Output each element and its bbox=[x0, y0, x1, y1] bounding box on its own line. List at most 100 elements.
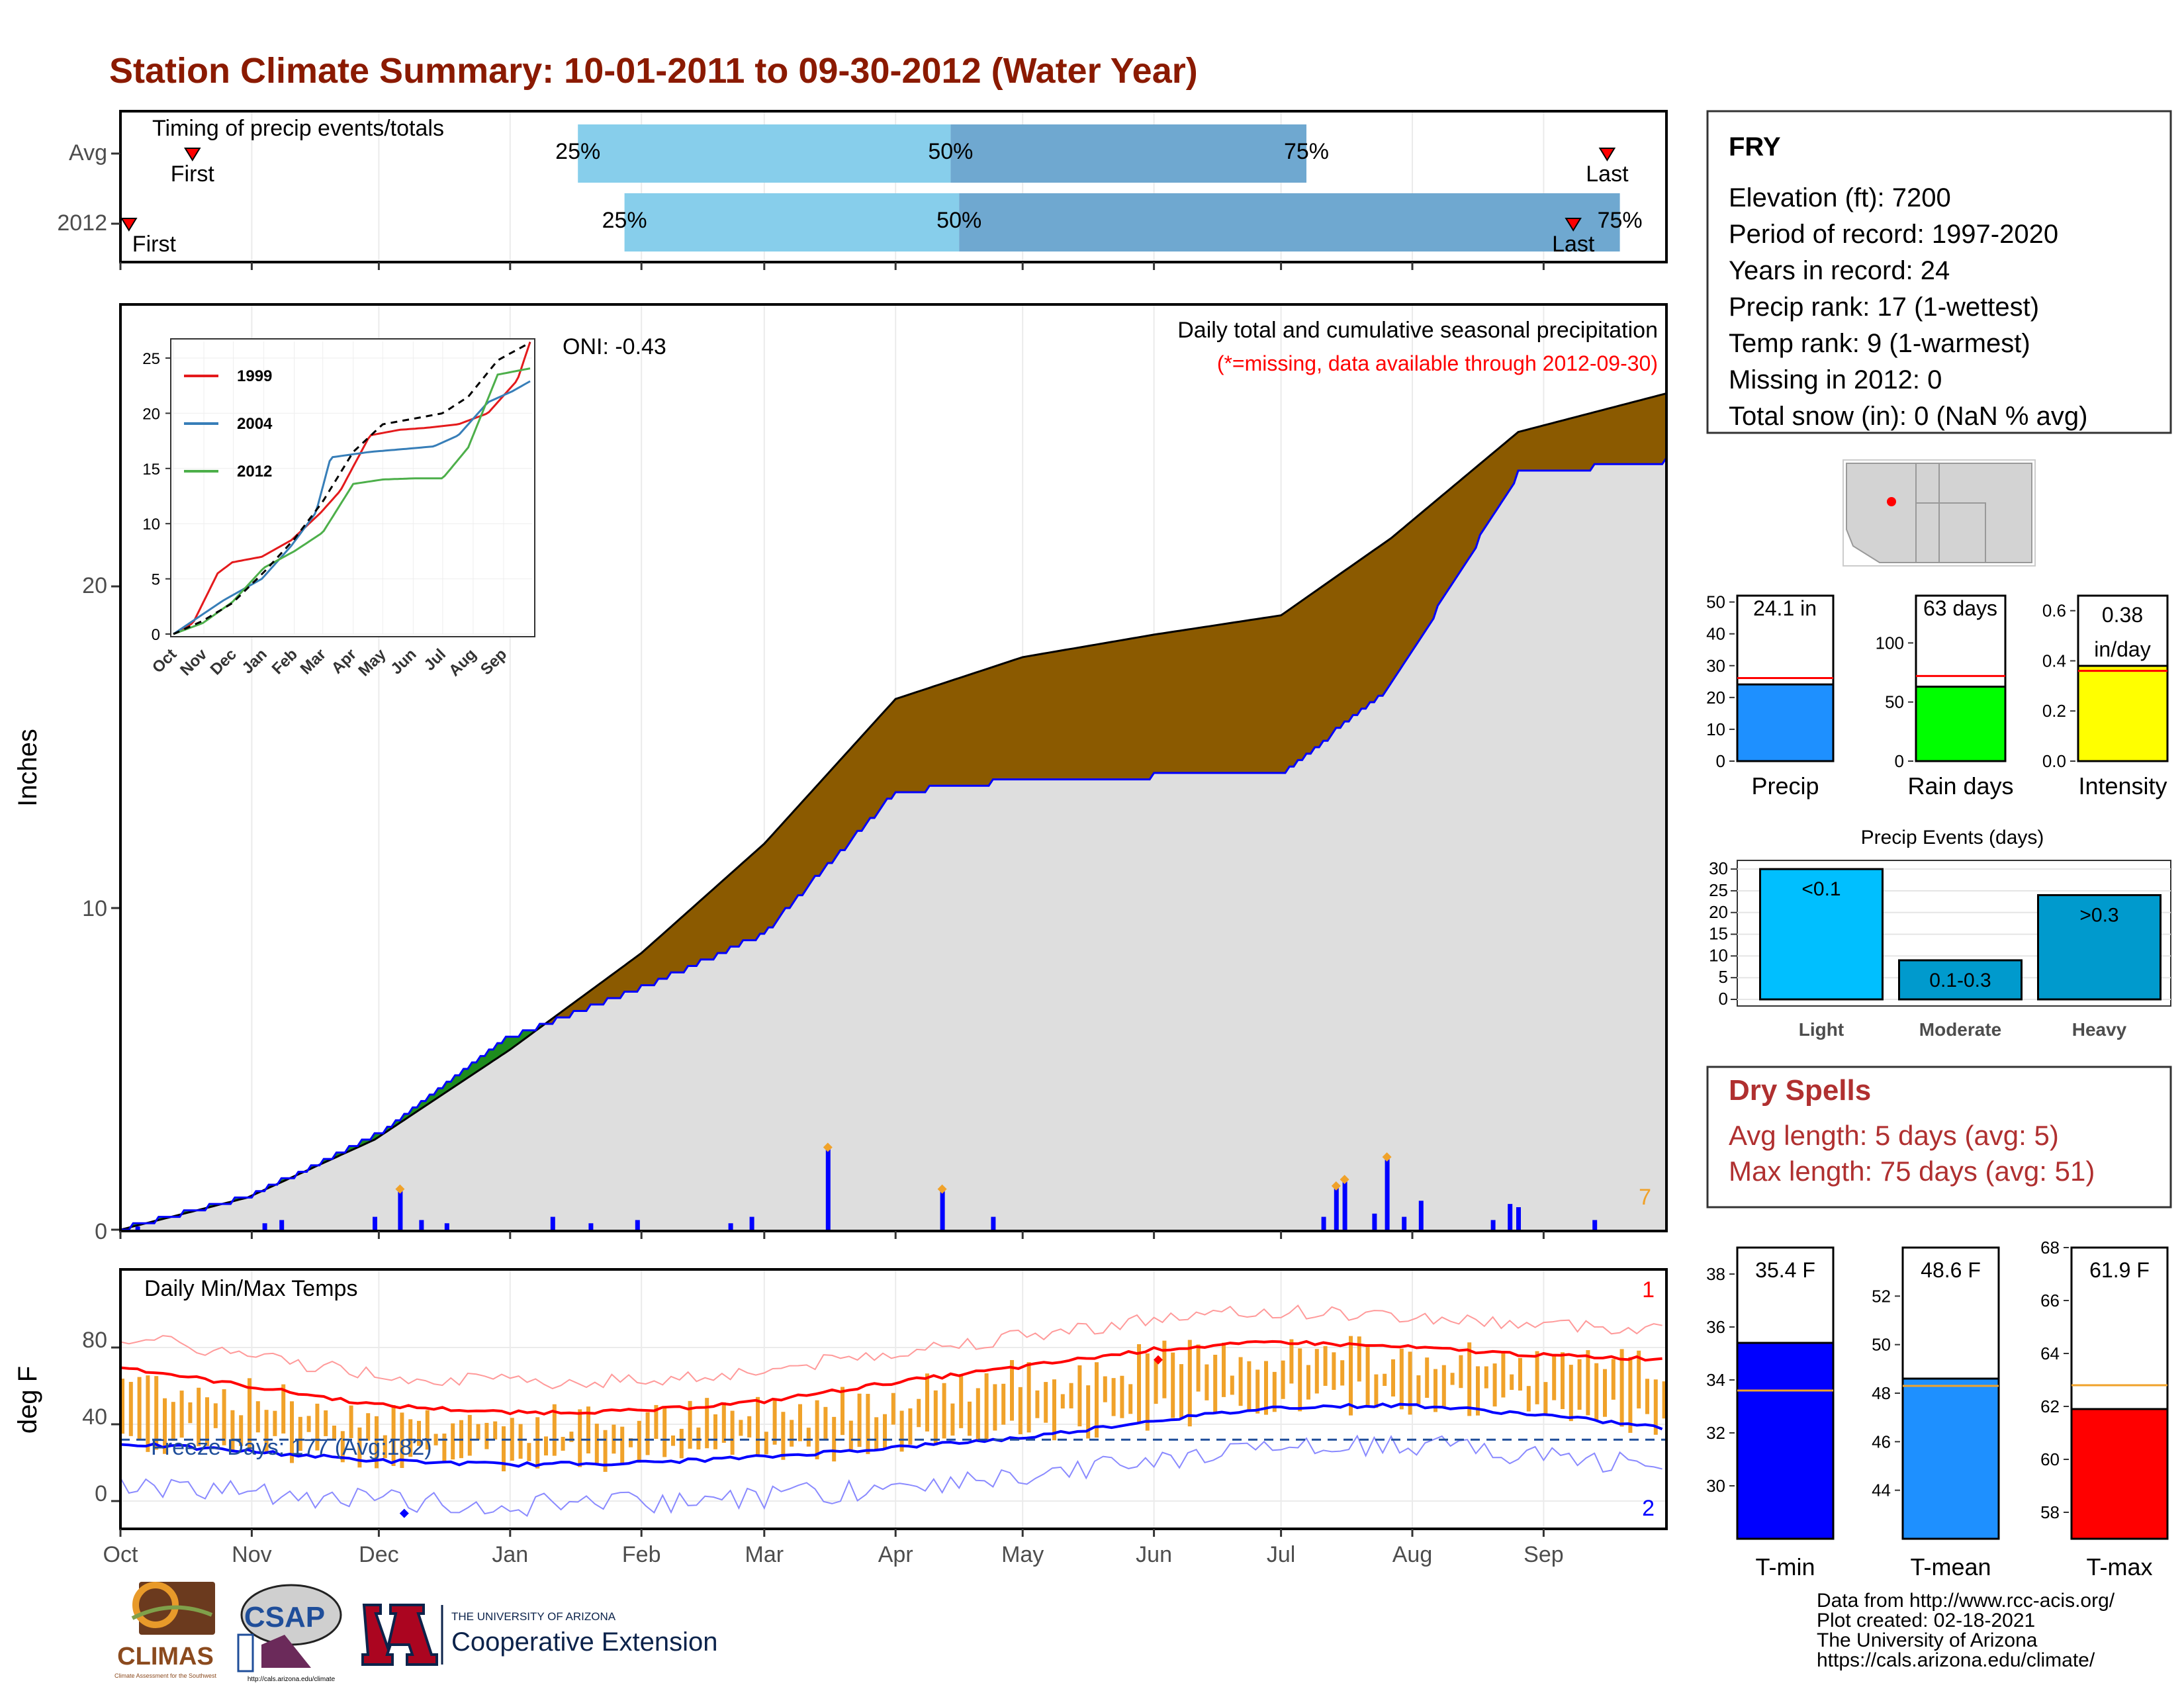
daily-temp-range-bar bbox=[163, 1398, 167, 1454]
cumulative-precip-line bbox=[120, 457, 1668, 1231]
daily-temp-range-bar bbox=[1281, 1360, 1285, 1399]
daily-precip-bar bbox=[1402, 1216, 1407, 1230]
daily-precip-bar bbox=[1508, 1204, 1513, 1230]
last-event-label: Last bbox=[1552, 232, 1595, 257]
daily-temp-range-bar bbox=[823, 1406, 828, 1440]
daily-temp-range-bar bbox=[1205, 1364, 1209, 1400]
station-line-missing: Missing in 2012: 0 bbox=[1729, 365, 1942, 394]
daily-temp-range-bar bbox=[1577, 1359, 1582, 1410]
record-high-marker bbox=[1154, 1355, 1163, 1365]
inset-series-line bbox=[173, 342, 531, 635]
daily-temp-range-bar bbox=[467, 1414, 472, 1456]
temp-bar-value-label: 35.4 F bbox=[1755, 1258, 1815, 1282]
timing-bar-q2 bbox=[959, 193, 1620, 251]
mini-bar-value bbox=[1736, 683, 1835, 762]
daily-temp-range-bar bbox=[1561, 1352, 1565, 1410]
mini-bar-value bbox=[2077, 664, 2169, 762]
mini-bar-ytick: 10 bbox=[1706, 719, 1725, 739]
dry-spells-max: Max length: 75 days (avg: 51) bbox=[1729, 1156, 2095, 1187]
temp-bar-ytick: 68 bbox=[2040, 1238, 2060, 1257]
temp-bar-label: T-min bbox=[1756, 1553, 1815, 1580]
footer-line-1: Data from http://www.rcc-acis.org/ bbox=[1817, 1590, 2115, 1612]
inset-ytick: 10 bbox=[142, 516, 160, 533]
daily-temp-range-bar bbox=[383, 1435, 387, 1459]
daily-temp-range-bar bbox=[993, 1384, 997, 1431]
daily-temp-range-bar bbox=[1060, 1394, 1065, 1409]
daily-temp-range-bar bbox=[959, 1374, 964, 1428]
daily-temp-range-bar bbox=[1171, 1352, 1175, 1418]
events-category: Light bbox=[1799, 1019, 1844, 1040]
freeze-label: Freeze Days: 177 (Avg:182) bbox=[151, 1435, 432, 1460]
page-title: Station Climate Summary: 10-01-2011 to 0… bbox=[109, 51, 1198, 91]
daily-temp-range-bar bbox=[1111, 1378, 1116, 1416]
temperature-bar-charts: 30 32 34 36 38 35.4 F T-min 44 46 48 50 52 48.6 F T-m… bbox=[1706, 1238, 2169, 1580]
events-ytick: 15 bbox=[1709, 924, 1728, 944]
intensity-value: 0.38 bbox=[2102, 603, 2143, 627]
daily-temp-range-bar bbox=[1052, 1379, 1056, 1441]
daily-temp-range-bar bbox=[357, 1427, 362, 1468]
daily-temp-range-bar bbox=[968, 1401, 972, 1436]
timing-label-25: 25% bbox=[602, 208, 647, 233]
climas-logo: CLIMAS Climate Assessment for the Southw… bbox=[114, 1582, 217, 1679]
daily-temp-range-bar bbox=[1196, 1344, 1201, 1392]
station-line-years: Years in record: 24 bbox=[1729, 256, 1950, 285]
month-label: Dec bbox=[359, 1542, 398, 1567]
mini-bar-ytick: 30 bbox=[1706, 656, 1725, 676]
daily-temp-range-bar bbox=[908, 1408, 913, 1445]
temp-bar-value-label: 61.9 F bbox=[2089, 1258, 2150, 1282]
daily-temp-range-bar bbox=[756, 1396, 760, 1455]
events-ytick: 0 bbox=[1719, 989, 1728, 1009]
mini-bar-ytick: 40 bbox=[1706, 624, 1725, 644]
events-ytick: 30 bbox=[1709, 858, 1728, 878]
first-event-label: First bbox=[132, 232, 177, 257]
mini-bar-ytick: 100 bbox=[1876, 633, 1904, 653]
daily-temp-range-bar bbox=[1018, 1387, 1023, 1435]
dry-spells-box: Dry Spells Avg length: 5 days (avg: 5) M… bbox=[1706, 1066, 2172, 1209]
timing-label-50: 50% bbox=[936, 208, 981, 233]
daily-temp-range-bar bbox=[815, 1400, 819, 1459]
daily-temp-range-bar bbox=[1044, 1382, 1048, 1423]
mini-bar-label: Intensity bbox=[2078, 772, 2167, 800]
daily-temp-range-bar bbox=[375, 1416, 379, 1469]
daily-temp-range-bar bbox=[433, 1434, 438, 1445]
temp-bar-ytick: 38 bbox=[1706, 1264, 1725, 1284]
daily-temp-range-bar bbox=[688, 1400, 692, 1449]
daily-temp-range-bar bbox=[1543, 1382, 1548, 1415]
daily-temp-range-bar bbox=[213, 1403, 218, 1428]
daily-temp-range-bar bbox=[1264, 1361, 1268, 1415]
daily-temp-range-bar bbox=[171, 1402, 175, 1441]
dry-spells-avg: Avg length: 5 days (avg: 5) bbox=[1729, 1120, 2059, 1151]
mini-bar-charts: 0 10 20 30 40 50 Precip 24.1 in 0 50 100 Rain days 6… bbox=[1706, 592, 2169, 800]
daily-temp-range-bar bbox=[1416, 1375, 1421, 1404]
daily-temp-range-bar bbox=[1628, 1357, 1633, 1433]
daily-temp-range-bar bbox=[1247, 1361, 1251, 1412]
location-map bbox=[1843, 459, 2036, 567]
precip-ytick-0: 0 bbox=[95, 1219, 107, 1244]
month-label: May bbox=[1001, 1542, 1044, 1567]
daily-temp-range-bar bbox=[1467, 1342, 1472, 1416]
daily-temp-range-bar bbox=[561, 1437, 565, 1451]
daily-temp-range-bar bbox=[1314, 1349, 1319, 1394]
temp-panel: Daily Min/Max Temps Freeze Days: 177 (Av… bbox=[13, 262, 1668, 1567]
daily-temp-range-bar bbox=[1103, 1376, 1107, 1402]
temp-bar-ytick: 48 bbox=[1872, 1383, 1891, 1403]
events-ytick: 5 bbox=[1719, 967, 1728, 987]
daily-temp-range-bar bbox=[476, 1424, 480, 1440]
daily-temp-range-bar bbox=[1535, 1351, 1539, 1404]
ua-logo-small-text: THE UNIVERSITY OF ARIZONA bbox=[451, 1610, 616, 1623]
daily-temp-range-bar bbox=[1365, 1345, 1370, 1406]
daily-temp-range-bar bbox=[425, 1410, 430, 1450]
daily-temp-range-bar bbox=[1145, 1353, 1150, 1431]
daily-temp-range-bar bbox=[493, 1421, 498, 1440]
events-category: Moderate bbox=[1919, 1019, 2001, 1040]
daily-temp-range-bar bbox=[603, 1430, 608, 1472]
daily-temp-range-bar bbox=[1077, 1365, 1082, 1427]
daily-temp-range-bar bbox=[942, 1383, 946, 1439]
daily-temp-range-bar bbox=[1586, 1350, 1590, 1416]
daily-temp-range-bar bbox=[1611, 1359, 1615, 1400]
daily-temp-range-bar bbox=[290, 1401, 294, 1463]
daily-temp-range-bar bbox=[1179, 1364, 1183, 1419]
daily-temp-range-bar bbox=[645, 1412, 650, 1455]
daily-precip-bar bbox=[635, 1220, 640, 1230]
